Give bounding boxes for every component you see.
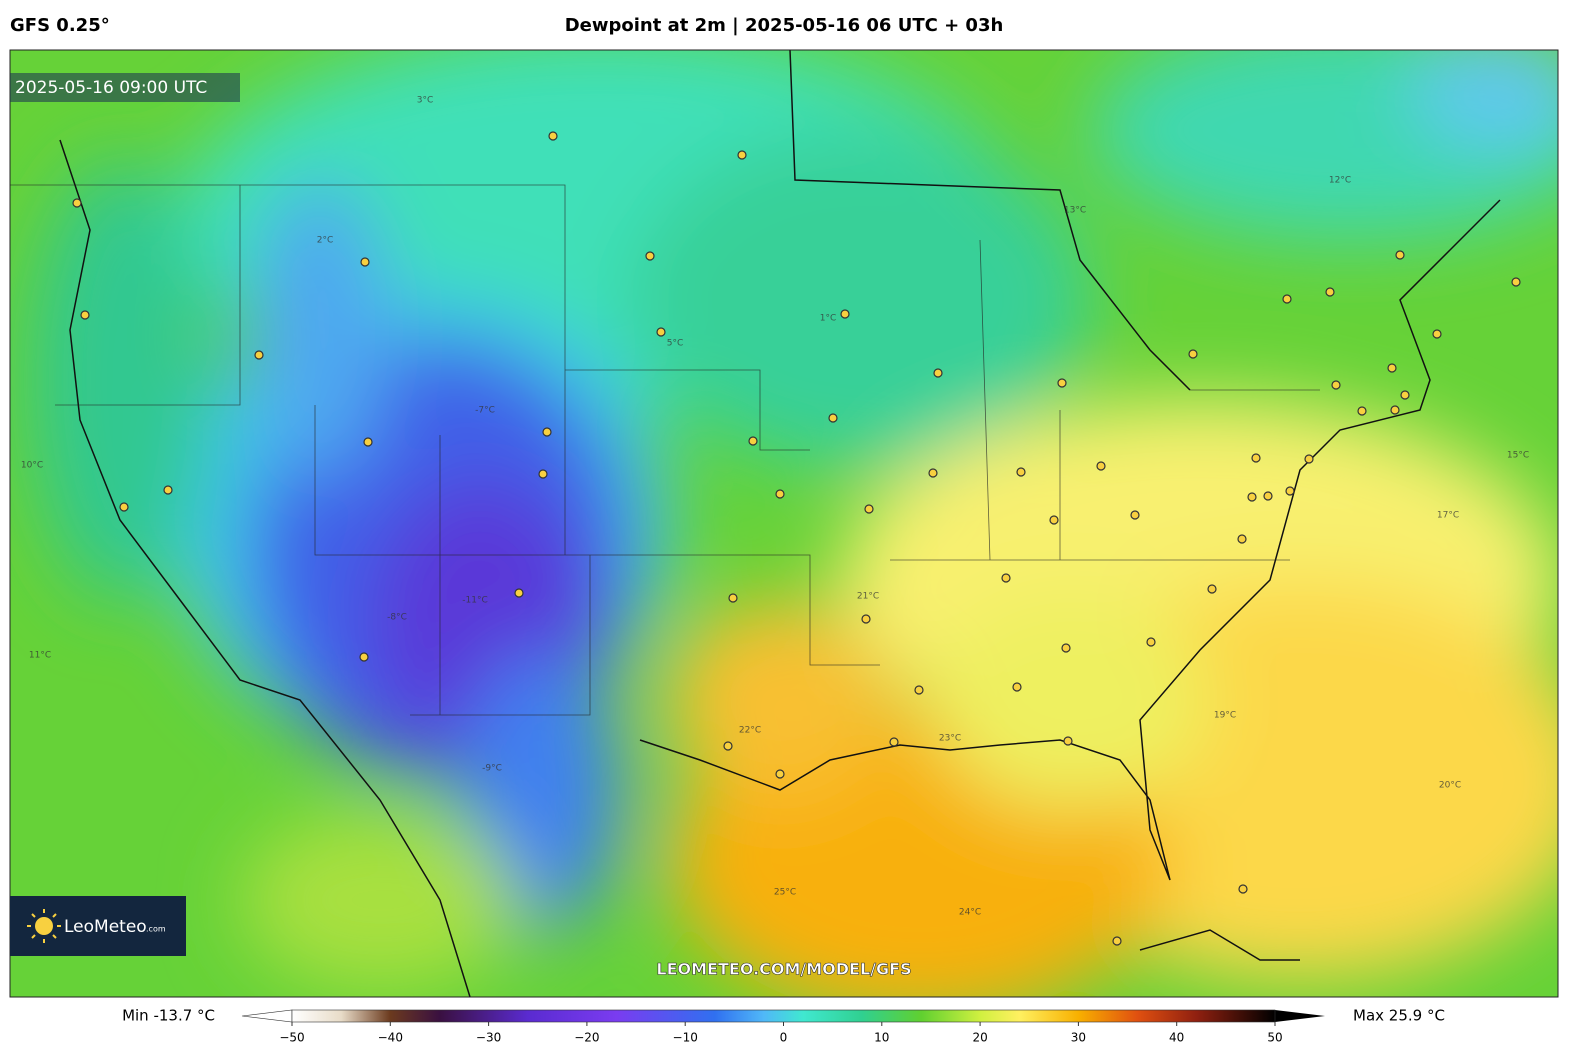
map-title: Dewpoint at 2m | 2025-05-16 06 UTC + 03h	[565, 15, 1004, 36]
colorbar-tick-label: 10	[874, 1031, 889, 1045]
colorbar-tick-label: 40	[1169, 1031, 1184, 1045]
contour-label: 22°C	[739, 726, 761, 736]
valid-time: 2025-05-16 09:00 UTC	[15, 78, 207, 98]
min-label: Min -13.7 °C	[122, 1007, 215, 1025]
contour-label: 1°C	[820, 314, 837, 324]
contour-label: 13°C	[1064, 206, 1086, 216]
contour-label: 19°C	[1214, 711, 1236, 721]
logo-text: LeoMeteo	[64, 917, 147, 937]
colorbar-tick-label: 0	[780, 1031, 788, 1045]
map-field: 3°C 2°C 12°C 11°C 13°C 5°C 1°C -7°C -9°C -11°C -8°…	[10, 50, 1558, 997]
colorbar: −50 −40 −30 −20 −10 0 10 20 30 40 50	[241, 1009, 1325, 1045]
contour-label: 15°C	[1507, 451, 1529, 461]
city-markers	[72, 131, 1521, 946]
colorbar-tick-label: 50	[1267, 1031, 1282, 1045]
state-borders	[10, 184, 1320, 716]
contour-label: 25°C	[774, 888, 796, 898]
colorbar-ramp	[291, 1009, 1276, 1023]
colorbar-tick-label: −40	[378, 1031, 403, 1045]
contour-label: 24°C	[959, 908, 981, 918]
contour-labels: 3°C 2°C 12°C 11°C 13°C 5°C 1°C -7°C -9°C -11°C -8°…	[21, 96, 1529, 918]
watermark: LEOMETEO.COM/MODEL/GFS	[656, 960, 911, 979]
contour-label: 21°C	[857, 592, 879, 602]
logo-suffix: .com	[146, 925, 166, 934]
logo-sun	[35, 917, 53, 935]
contour-label: 12°C	[1329, 176, 1351, 186]
coastline	[59, 50, 1501, 997]
max-label: Max 25.9 °C	[1353, 1007, 1445, 1025]
colorbar-tick-label: −10	[673, 1031, 698, 1045]
time-box	[10, 73, 240, 102]
contour-label: 2°C	[317, 236, 334, 246]
colorbar-extend-low	[241, 1009, 293, 1023]
contour-label: 20°C	[1439, 781, 1461, 791]
contour-label: 17°C	[1437, 511, 1459, 521]
map-frame	[9, 49, 1559, 998]
contour-label: -7°C	[475, 406, 495, 416]
contour-label: 10°C	[21, 461, 43, 471]
colorbar-tick-label: −20	[574, 1031, 599, 1045]
contour-label: 11°C	[29, 651, 51, 661]
colorbar-tick-label: −50	[279, 1031, 304, 1045]
logo-rays	[27, 909, 61, 943]
model-label: GFS 0.25°	[10, 15, 110, 36]
contour-label: -9°C	[482, 764, 502, 774]
contour-label: 23°C	[939, 734, 961, 744]
contour-label: -8°C	[387, 613, 407, 623]
contour-label: 3°C	[417, 96, 434, 106]
colorbar-tick-label: −30	[476, 1031, 501, 1045]
colorbar-tick-label: 20	[972, 1031, 987, 1045]
contour-label: -11°C	[462, 596, 487, 606]
colorbar-extend-high	[1275, 1010, 1325, 1022]
colorbar-tick-label: 30	[1071, 1031, 1086, 1045]
contour-label: 5°C	[667, 339, 684, 349]
